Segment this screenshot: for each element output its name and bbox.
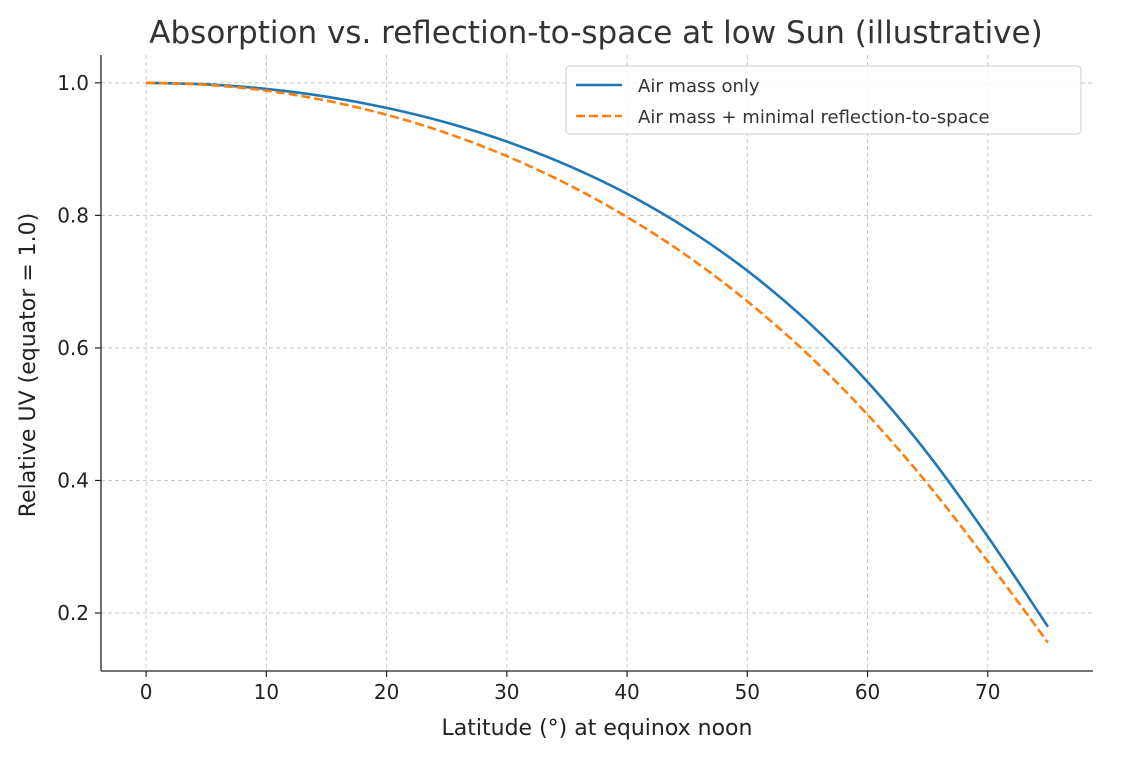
series-line-1 — [146, 81, 1049, 644]
legend-label-air-mass-only: Air mass only — [638, 76, 760, 97]
y-tick-label: 0.2 — [57, 601, 89, 625]
x-tick-label: 70 — [975, 680, 1000, 704]
chart-title: Absorption vs. reflection-to-space at lo… — [149, 15, 1042, 51]
x-tick-label: 30 — [494, 680, 519, 704]
y-tick-label: 0.8 — [57, 203, 89, 227]
y-tick-label: 0.4 — [57, 468, 89, 492]
axes: 0 10 20 30 40 50 60 70 0.2 0.4 0.6 0.8 1.0 — [57, 55, 1093, 704]
grid — [101, 55, 1093, 671]
x-tick-label: 0 — [140, 680, 153, 704]
x-tick-label: 50 — [735, 680, 760, 704]
x-axis-label: Latitude (°) at equinox noon — [442, 716, 753, 741]
x-tick-label: 60 — [855, 680, 880, 704]
legend-label-reflection: Air mass + minimal reflection-to-space — [638, 107, 990, 128]
legend: Air mass only Air mass + minimal reflect… — [565, 65, 1082, 135]
legend-frame — [565, 65, 1082, 135]
y-tick-label: 1.0 — [57, 71, 89, 95]
x-tick-label: 20 — [374, 680, 399, 704]
y-axis-label: Relative UV (equator = 1.0) — [16, 213, 41, 518]
y-tick-label: 0.6 — [57, 336, 89, 360]
x-tick-label: 10 — [254, 680, 279, 704]
series-lines — [146, 81, 1049, 644]
x-tick-label: 40 — [614, 680, 639, 704]
series-line-0 — [146, 81, 1049, 628]
